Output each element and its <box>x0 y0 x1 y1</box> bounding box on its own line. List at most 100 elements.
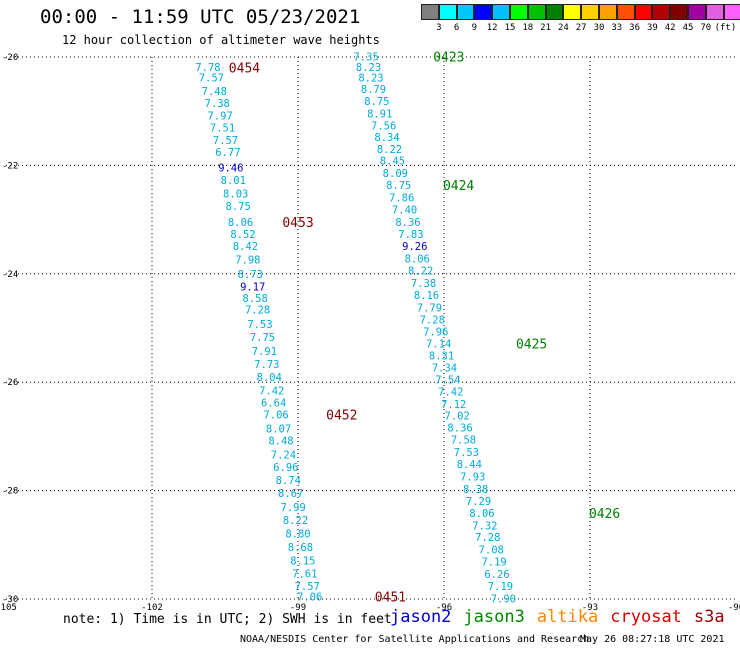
wave-height-label: 7.53 <box>454 447 479 459</box>
wave-height-label: 7.90 <box>491 593 516 605</box>
wave-height-label: 8.48 <box>268 436 293 448</box>
y-tick-label: -20 <box>2 53 18 63</box>
wave-height-label: 7.98 <box>235 255 260 267</box>
x-tick-label: -102 <box>141 603 163 613</box>
scale-swatch <box>634 4 653 20</box>
wave-height-label: 8.01 <box>221 175 246 187</box>
scale-label: 6 <box>453 23 460 33</box>
wave-height-label: 8.04 <box>257 372 282 384</box>
wave-height-label: 7.06 <box>297 591 322 603</box>
wave-height-label: 7.32 <box>472 520 497 532</box>
wave-height-label: 7.53 <box>247 319 272 331</box>
wave-height-label: 8.23 <box>358 73 383 85</box>
wave-height-label: 8.22 <box>283 515 308 527</box>
scale-label: 42 <box>664 23 676 33</box>
wave-height-label: 8.34 <box>374 132 399 144</box>
wave-height-label: 7.58 <box>451 435 476 447</box>
scale-label: 27 <box>575 23 587 33</box>
scale-swatch <box>688 4 706 20</box>
wave-height-label: 8.79 <box>361 84 386 96</box>
scale-label: 30 <box>593 23 605 33</box>
wave-height-label: 8.42 <box>233 241 258 253</box>
wave-height-label: 7.86 <box>389 192 414 204</box>
generation-timestamp: May 26 08:27:18 UTC 2021 <box>580 634 725 645</box>
wave-height-label: 7.99 <box>280 502 305 514</box>
wave-height-label: 8.58 <box>243 293 268 305</box>
wave-height-label: 6.77 <box>215 147 240 159</box>
wave-height-label: 7.12 <box>441 399 466 411</box>
wave-height-label: 7.56 <box>371 120 396 132</box>
satellite-legend: jason2 jason3 altika cryosat s3a <box>390 607 737 627</box>
wave-height-label: 7.28 <box>475 532 500 544</box>
satellite-jason2: jason2 <box>390 607 452 627</box>
wave-height-label: 8.22 <box>408 266 433 278</box>
wave-height-label: 7.28 <box>420 314 445 326</box>
wave-height-label: 8.16 <box>414 290 439 302</box>
scale-swatch <box>545 4 564 20</box>
wave-height-label: 8.38 <box>463 484 488 496</box>
scale-label: 18 <box>522 23 534 33</box>
wave-height-label: 8.45 <box>380 156 405 168</box>
wave-height-label: 8.67 <box>278 488 303 500</box>
y-tick-label: -22 <box>2 161 18 171</box>
scale-swatch <box>616 4 635 20</box>
wave-height-label: 7.57 <box>295 581 320 593</box>
wave-height-label: 9.46 <box>218 163 243 175</box>
wave-height-label: 7.28 <box>245 305 270 317</box>
wave-height-label: 7.91 <box>252 346 277 358</box>
wave-height-label: 7.57 <box>199 73 224 85</box>
wave-height-label: 8.06 <box>469 508 494 520</box>
wave-height-label: 8.07 <box>266 423 291 435</box>
wave-height-label: 7.61 <box>292 569 317 581</box>
wave-height-label: 7.42 <box>259 385 284 397</box>
scale-swatch <box>527 4 546 20</box>
y-tick-label: -26 <box>2 378 18 388</box>
scale-swatch <box>581 4 599 20</box>
wave-height-label: 8.22 <box>377 144 402 156</box>
wave-height-label: 7.48 <box>202 86 227 98</box>
y-tick-label: -28 <box>2 487 18 497</box>
wave-height-label: 7.19 <box>481 557 506 569</box>
wave-height-label: 8.23 <box>356 62 381 74</box>
scale-swatch <box>705 4 724 20</box>
wave-height-label: 7.38 <box>205 98 230 110</box>
wave-height-label: 8.80 <box>285 528 310 540</box>
scale-swatch <box>652 4 671 20</box>
scale-label: (ft) <box>714 23 737 33</box>
wave-height-label: 8.74 <box>276 475 301 487</box>
scale-swatch <box>563 4 582 20</box>
scale-label: 21 <box>540 23 552 33</box>
wave-height-label: 7.96 <box>423 326 448 338</box>
time-label: 0426 <box>589 507 620 522</box>
scale-swatch <box>599 4 617 20</box>
wave-height-label: 7.93 <box>460 472 485 484</box>
wave-height-label: 7.42 <box>438 386 463 398</box>
chart-note: note: 1) Time is in UTC; 2) SWH is in fe… <box>63 612 392 627</box>
time-label: 0424 <box>443 179 474 194</box>
time-label: 0425 <box>516 338 547 353</box>
scale-swatch <box>492 4 510 20</box>
chart-title: 00:00 - 11:59 UTC 05/23/2021 <box>40 6 361 28</box>
time-label: 0454 <box>229 61 260 76</box>
scale-label: 3 <box>436 23 442 33</box>
wave-height-label: 7.35 <box>353 51 378 63</box>
wave-height-label: 7.97 <box>207 111 232 123</box>
wave-height-label: 7.02 <box>444 410 469 422</box>
scale-swatch <box>723 4 740 20</box>
wave-height-label: 8.36 <box>447 423 472 435</box>
x-tick-label: -105 <box>0 603 17 613</box>
scale-label: 36 <box>629 23 641 33</box>
wave-height-label: 8.68 <box>288 542 313 554</box>
wave-height-label: 7.06 <box>263 410 288 422</box>
scale-label: 33 <box>611 23 623 33</box>
wave-height-label: 8.73 <box>238 269 263 281</box>
x-tick-label: -96 <box>436 603 452 613</box>
wave-height-label: 8.75 <box>386 180 411 192</box>
wave-height-label: 7.19 <box>488 581 513 593</box>
wave-height-label: 7.24 <box>271 449 296 461</box>
x-tick-label: -99 <box>290 603 306 613</box>
wave-height-label: 8.03 <box>223 189 248 201</box>
scale-swatch <box>510 4 528 20</box>
wave-height-label: 7.29 <box>466 496 491 508</box>
